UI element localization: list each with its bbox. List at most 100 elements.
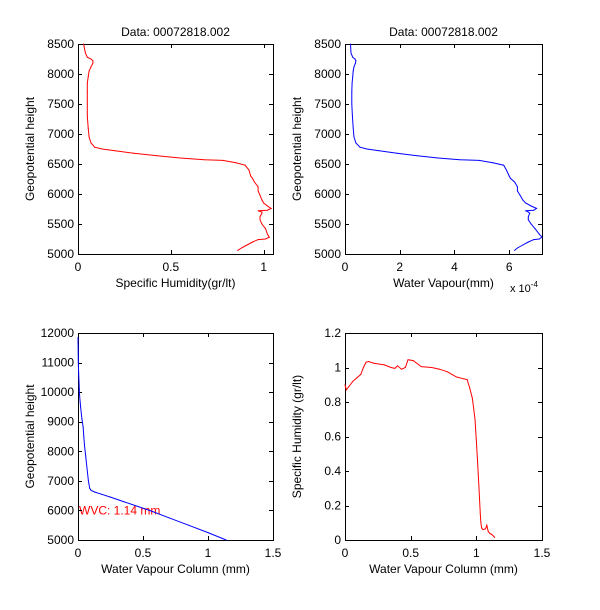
data-point (439, 368, 441, 370)
y-tick-label: 0.8 (324, 395, 341, 409)
data-point (394, 367, 396, 369)
data-point (261, 212, 263, 214)
data-point (168, 517, 170, 519)
y-axis-label: Specific Humidity (gr/lt) (290, 375, 304, 498)
data-point (485, 528, 486, 530)
data-point (516, 190, 518, 192)
data-point (83, 43, 85, 45)
data-point (486, 524, 488, 526)
data-point (466, 379, 468, 381)
data-point (354, 58, 356, 60)
x-tick-label: 0 (75, 260, 82, 274)
data-point (397, 365, 398, 367)
data-point (84, 52, 86, 54)
x-tick-label: 1 (205, 546, 212, 560)
y-tick-label: 7000 (47, 474, 74, 488)
y-tick-label: 8000 (47, 67, 74, 81)
data-point (257, 190, 259, 192)
data-point (87, 76, 89, 78)
data-point (510, 177, 511, 179)
data-point (415, 155, 417, 157)
data-point (482, 529, 484, 531)
data-point (101, 148, 103, 150)
data-point (508, 175, 510, 177)
x-tick-label: 1.5 (534, 546, 551, 560)
data-point (352, 76, 354, 78)
y-tick-label: 5000 (314, 247, 341, 261)
data-point (123, 501, 124, 503)
data-point (89, 487, 91, 489)
x-tick-label: 0.5 (163, 260, 180, 274)
data-point (527, 211, 529, 213)
data-point (235, 162, 237, 164)
axes-box (78, 44, 274, 255)
data-point (351, 103, 353, 105)
y-tick-label: 0.2 (324, 499, 341, 513)
data-point (353, 136, 355, 138)
x-tick-label: 1 (473, 546, 480, 560)
y-tick-label: 6500 (314, 157, 341, 171)
data-point (527, 241, 529, 243)
data-point (352, 127, 354, 129)
data-point (525, 210, 527, 212)
x-axis-multiplier: x 10-4 (510, 280, 538, 295)
data-point (456, 376, 458, 378)
y-tick-label: 10000 (41, 385, 75, 399)
data-point (514, 181, 516, 183)
data-point (77, 336, 79, 338)
data-point (188, 524, 189, 526)
data-point (86, 56, 88, 58)
data-point (538, 238, 540, 240)
data-point (252, 177, 254, 179)
data-point (368, 361, 370, 362)
data-point (373, 362, 375, 364)
data-point (237, 249, 239, 251)
data-point (266, 209, 268, 211)
data-point (390, 367, 392, 368)
data-point (401, 368, 402, 370)
data-point (155, 155, 157, 157)
data-point (538, 233, 540, 235)
data-point (437, 157, 439, 159)
x-tick-label: 4 (451, 260, 458, 274)
data-point (82, 427, 84, 429)
data-point (478, 487, 480, 489)
subplot-humidity-vs-column: Water Vapour Column (mm) Specific Humidi… (290, 326, 551, 576)
data-point (149, 509, 150, 511)
y-tick-label: 12000 (41, 326, 75, 340)
data-point (81, 418, 83, 420)
data-point (86, 468, 88, 470)
data-point (355, 60, 357, 62)
data-point (87, 480, 89, 482)
data-point (431, 367, 433, 368)
subplot-water-vapour: Data: 00072818.002 Water Vapour(mm) Geop… (290, 25, 543, 295)
data-point (88, 70, 90, 72)
data-point (87, 127, 89, 129)
y-tick-label: 8000 (314, 67, 341, 81)
data-point (350, 52, 352, 54)
data-point (360, 373, 362, 375)
data-point (244, 164, 246, 166)
y-tick-label: 5000 (47, 247, 74, 261)
data-point (84, 444, 85, 446)
y-tick-label: 9000 (47, 415, 74, 429)
data-point (345, 389, 347, 391)
data-point (252, 241, 254, 243)
data-point (492, 162, 494, 164)
x-tick-label: 0.5 (135, 546, 152, 560)
x-tick-label: 2 (396, 260, 403, 274)
x-tick-label: 0 (342, 260, 349, 274)
data-point (446, 371, 448, 373)
data-point (404, 367, 406, 368)
data-point (268, 236, 270, 238)
subplot-title: Data: 00072818.002 (389, 25, 498, 39)
x-axis-multiplier-base: x 10 (510, 283, 531, 295)
data-point (356, 377, 358, 379)
data-point (78, 391, 80, 393)
data-point (407, 359, 409, 361)
x-tick-label: 1.5 (265, 546, 282, 560)
y-tick-label: 0.4 (324, 464, 341, 478)
data-point (94, 491, 96, 493)
data-point (522, 244, 524, 246)
